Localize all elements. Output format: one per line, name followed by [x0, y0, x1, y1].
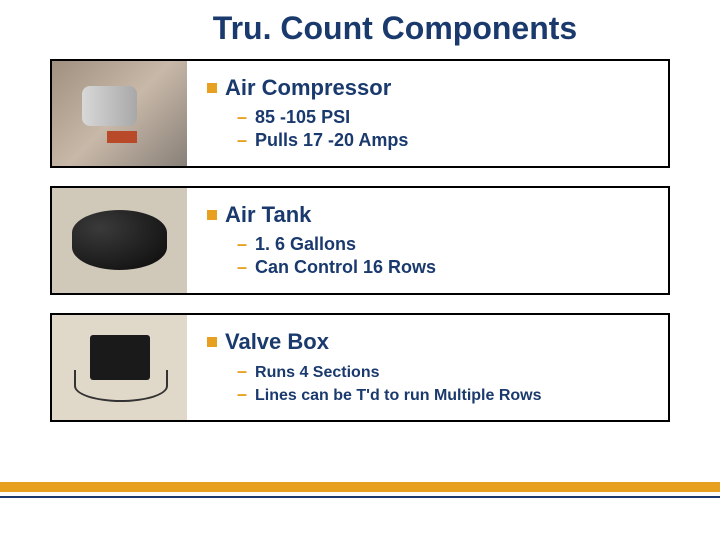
slide-title: Tru. Count Components: [120, 10, 670, 47]
detail-text: Runs 4 Sections: [255, 364, 379, 382]
detail-line: – Lines can be T'd to run Multiple Rows: [237, 384, 658, 405]
dash-icon: –: [237, 361, 247, 382]
detail-text: Can Control 16 Rows: [255, 257, 436, 278]
item-content: Air Compressor – 85 -105 PSI – Pulls 17 …: [187, 61, 668, 166]
item-name: Valve Box: [225, 329, 329, 355]
footer-line: [0, 496, 720, 498]
detail-text: 1. 6 Gallons: [255, 234, 356, 255]
detail-line: – Runs 4 Sections: [237, 361, 658, 382]
item-content: Air Tank – 1. 6 Gallons – Can Control 16…: [187, 188, 668, 293]
slide-container: Tru. Count Components Air Compressor – 8…: [0, 0, 720, 540]
item-details: – 85 -105 PSI – Pulls 17 -20 Amps: [207, 107, 658, 153]
tank-image: [52, 188, 187, 293]
bullet-icon: [207, 210, 217, 220]
compressor-image: [52, 61, 187, 166]
detail-line: – Can Control 16 Rows: [237, 257, 658, 278]
detail-text: 85 -105 PSI: [255, 107, 350, 128]
detail-text: Lines can be T'd to run Multiple Rows: [255, 387, 541, 405]
bullet-icon: [207, 83, 217, 93]
detail-line: – 1. 6 Gallons: [237, 234, 658, 255]
footer-accent-bar: [0, 482, 720, 492]
valve-image: [52, 315, 187, 420]
component-item: Valve Box – Runs 4 Sections – Lines can …: [50, 313, 670, 422]
dash-icon: –: [237, 384, 247, 405]
component-item: Air Tank – 1. 6 Gallons – Can Control 16…: [50, 186, 670, 295]
detail-text: Pulls 17 -20 Amps: [255, 130, 408, 151]
component-item: Air Compressor – 85 -105 PSI – Pulls 17 …: [50, 59, 670, 168]
dash-icon: –: [237, 234, 247, 255]
item-header: Air Tank: [207, 202, 658, 228]
item-name: Air Compressor: [225, 75, 391, 101]
item-content: Valve Box – Runs 4 Sections – Lines can …: [187, 315, 668, 420]
item-header: Valve Box: [207, 329, 658, 355]
item-header: Air Compressor: [207, 75, 658, 101]
dash-icon: –: [237, 107, 247, 128]
detail-line: – Pulls 17 -20 Amps: [237, 130, 658, 151]
detail-line: – 85 -105 PSI: [237, 107, 658, 128]
item-details: – 1. 6 Gallons – Can Control 16 Rows: [207, 234, 658, 280]
item-name: Air Tank: [225, 202, 311, 228]
item-details: – Runs 4 Sections – Lines can be T'd to …: [207, 361, 658, 407]
bullet-icon: [207, 337, 217, 347]
dash-icon: –: [237, 130, 247, 151]
dash-icon: –: [237, 257, 247, 278]
